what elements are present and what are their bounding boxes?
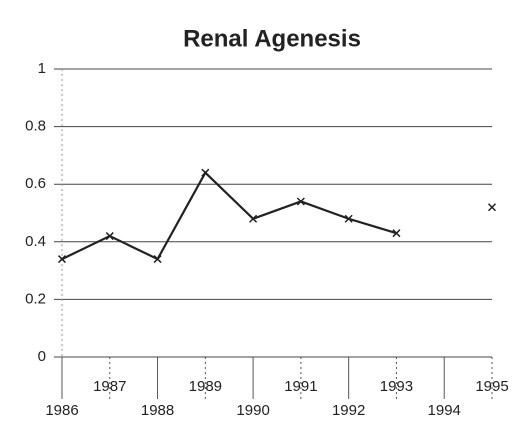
data-point xyxy=(487,203,497,212)
x-tick-label: 1986 xyxy=(45,402,78,419)
data-point xyxy=(392,229,401,238)
y-tick-label: 0.2 xyxy=(25,290,46,307)
x-tick-label: 1992 xyxy=(332,402,365,419)
x-tick-label: 1993 xyxy=(380,378,413,395)
y-tick-label: 0.6 xyxy=(25,175,46,192)
x-tick-label: 1989 xyxy=(189,378,222,395)
x-tick-label: 1990 xyxy=(236,402,269,419)
y-tick-label: 1 xyxy=(38,60,46,77)
y-tick-label: 0 xyxy=(38,348,46,365)
data-point xyxy=(57,255,67,264)
data-point xyxy=(296,197,305,206)
x-tick-label: 1988 xyxy=(141,402,174,419)
y-tick-label: 0.8 xyxy=(25,118,46,135)
data-point xyxy=(153,255,162,264)
data-point xyxy=(201,168,210,177)
chart-title: Renal Agenesis xyxy=(183,25,361,52)
data-point xyxy=(249,214,258,223)
data-point xyxy=(344,214,353,223)
y-tick-label: 0.4 xyxy=(25,233,46,250)
x-tick-label: 1991 xyxy=(284,378,317,395)
x-tick-label: 1987 xyxy=(93,378,126,395)
data-point xyxy=(105,232,114,241)
data-line xyxy=(62,173,492,259)
x-tick-label: 1995 xyxy=(475,378,508,395)
x-tick-label: 1994 xyxy=(428,402,461,419)
